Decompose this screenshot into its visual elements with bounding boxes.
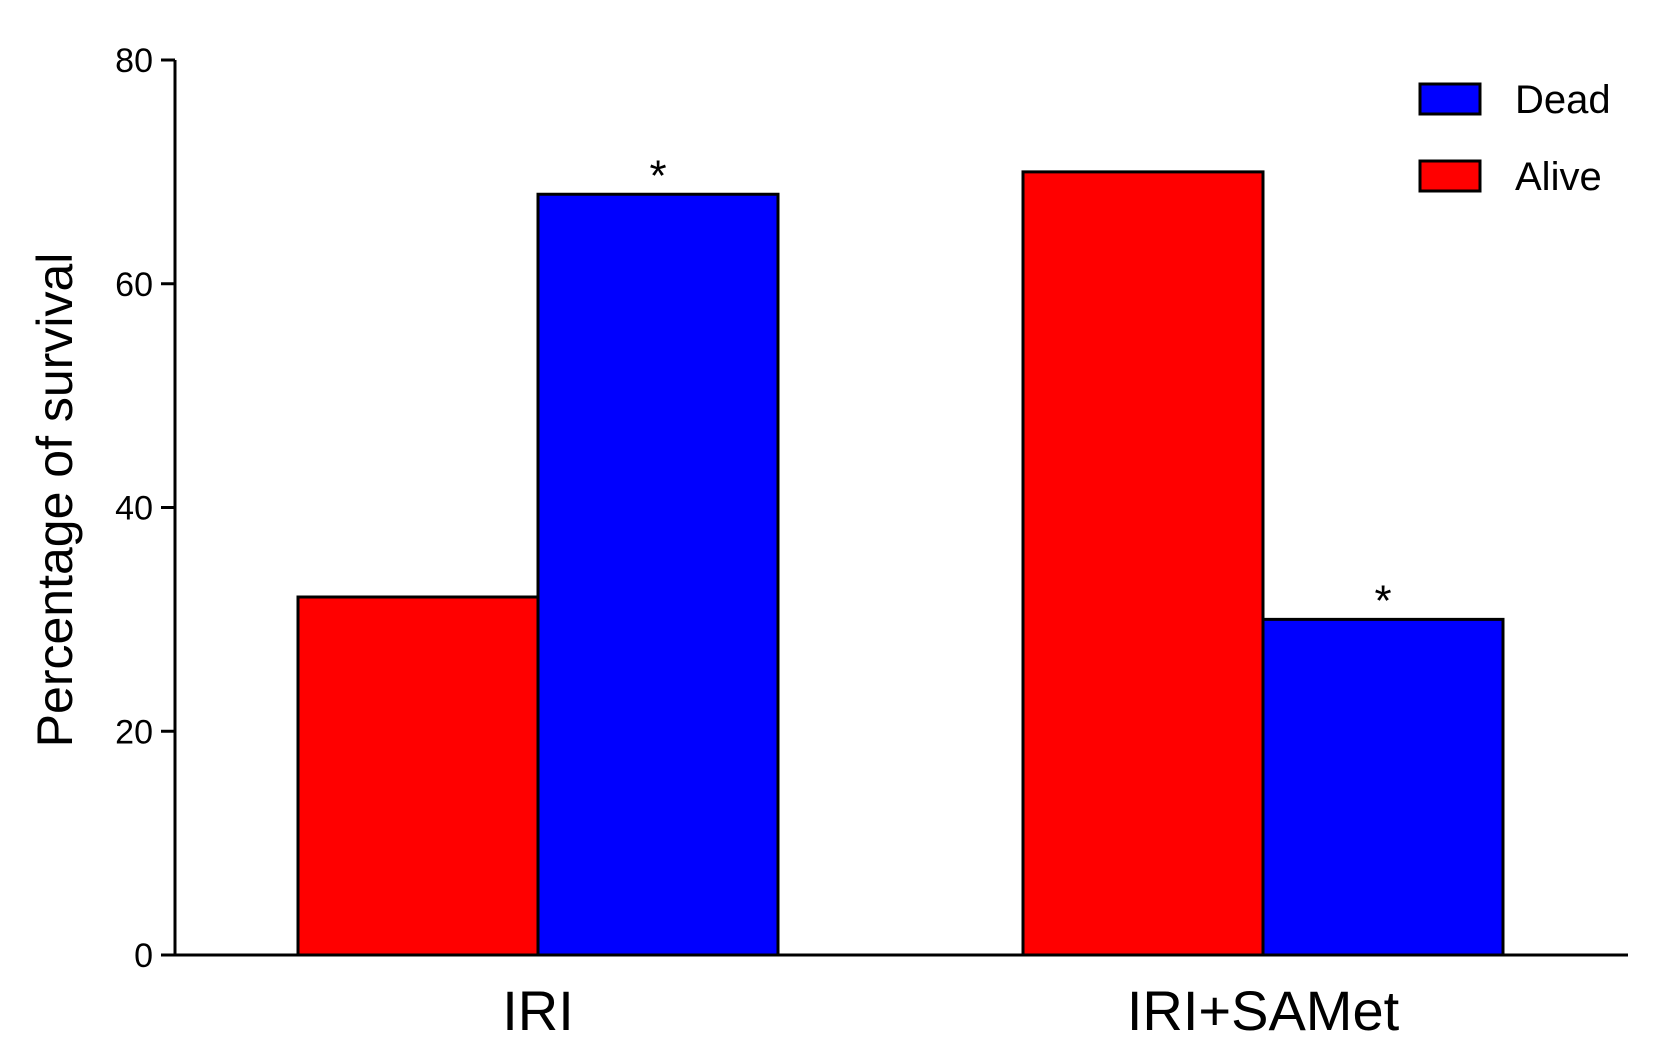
significance-marker: * [1374,576,1391,625]
bar-dead-1 [1261,617,1505,957]
y-tick-label: 40 [115,490,153,528]
annotations: ** [649,151,1391,625]
bars [296,170,1505,957]
y-tick-label: 20 [115,713,153,751]
y-tick-label: 80 [115,42,153,80]
y-tick-label: 60 [115,266,153,304]
legend-label-dead: Dead [1515,78,1611,122]
axes: 0 20 40 60 80 IRI IRI+SAMet [115,42,1628,1042]
x-category-label: IRI [502,979,574,1042]
legend: Dead Alive [1418,78,1611,199]
bar-alive-1 [1021,170,1265,957]
legend-label-alive: Alive [1515,155,1602,199]
y-axis-title: Percentage of survival [27,253,83,748]
x-category-label: IRI+SAMet [1127,979,1400,1042]
legend-swatch-alive [1418,159,1482,193]
legend-swatch-dead [1418,82,1482,116]
bar-alive-0 [296,595,540,957]
y-tick-label: 0 [134,937,153,975]
significance-marker: * [649,151,666,200]
bar-dead-0 [536,192,780,957]
